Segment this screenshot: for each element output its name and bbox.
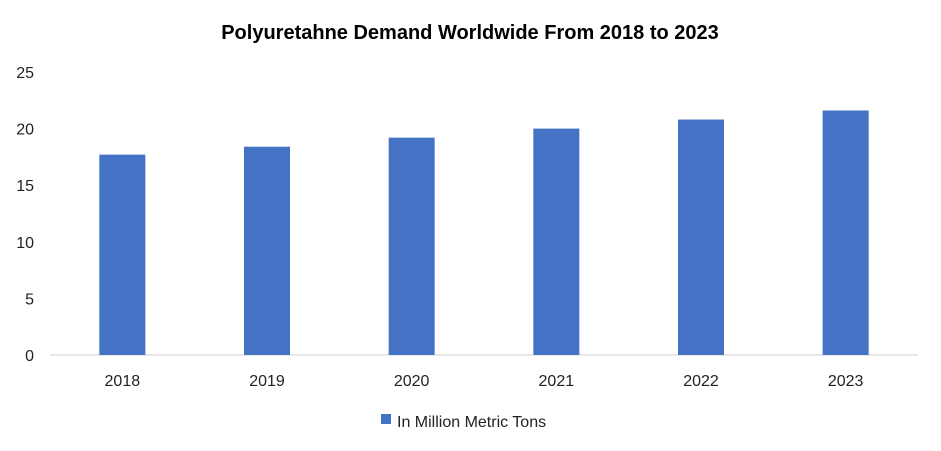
y-tick-label: 25 [16, 65, 34, 82]
y-tick-label: 5 [25, 291, 34, 308]
chart-title: Polyuretahne Demand Worldwide From 2018 … [221, 22, 719, 44]
x-tick-label: 2020 [394, 373, 430, 390]
x-tick-label: 2021 [539, 373, 575, 390]
x-axis: 2018 2019 2020 2021 2022 2023 [105, 373, 864, 390]
x-tick-label: 2018 [105, 373, 141, 390]
bar-2022 [678, 119, 724, 355]
bar-2023 [822, 110, 869, 355]
y-tick-label: 15 [16, 178, 34, 195]
x-tick-label: 2022 [683, 373, 719, 390]
legend-swatch [381, 414, 391, 424]
legend-label: In Million Metric Tons [397, 414, 546, 431]
y-tick-label: 10 [16, 235, 34, 252]
bar-2020 [388, 137, 435, 355]
bar-2021 [533, 128, 580, 355]
bar-2019 [244, 146, 290, 355]
x-tick-label: 2019 [249, 373, 285, 390]
x-tick-label: 2023 [828, 373, 864, 390]
y-axis: 0 5 10 15 20 25 [16, 65, 34, 365]
y-tick-label: 0 [25, 348, 34, 365]
legend: In Million Metric Tons [381, 414, 546, 431]
y-tick-label: 20 [16, 122, 34, 139]
bar-2018 [99, 154, 146, 355]
bars-group [99, 110, 869, 355]
